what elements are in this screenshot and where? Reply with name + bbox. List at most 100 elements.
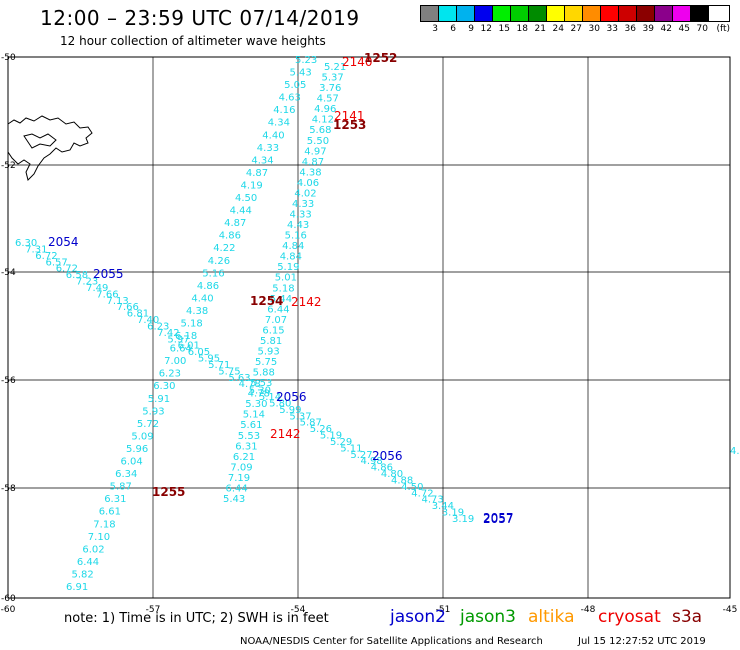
track-c-value: 4.72: [411, 488, 433, 499]
track-b-value: 4.06: [297, 178, 319, 189]
track-a-value: 5.16: [202, 268, 224, 279]
track-b-value: 5.16: [285, 231, 307, 242]
track-c-value: 5.87: [300, 418, 322, 429]
legend-labels: 3 6 9 12 15 18 21 24 27 30 33 36 39 42 45 70 (ft): [420, 24, 730, 34]
track-b-value: 4.02: [294, 188, 316, 199]
generation-timestamp: Jul 15 12:27:52 UTC 2019: [578, 636, 706, 647]
track-a-value: 5.93: [142, 406, 164, 417]
pass-time-label: 2054: [48, 235, 79, 249]
legend-swatch: [493, 6, 511, 21]
track-b-value: 4.84: [282, 241, 304, 252]
lat-tick-label: -56: [1, 376, 16, 386]
legend-swatch: [529, 6, 547, 21]
legend-swatch: [475, 6, 493, 21]
track-b-value: 5.53: [238, 431, 260, 442]
track-a-value: 7.10: [88, 532, 110, 543]
legend-swatch: [457, 6, 475, 21]
track-a-value: 7.18: [93, 519, 115, 530]
track-a-value: 4.38: [186, 306, 208, 317]
legend-swatch: [691, 6, 709, 21]
track-a-value: 6.64: [170, 344, 192, 355]
track-c-value: 6.72: [56, 264, 78, 275]
legend-swatch: [439, 6, 457, 21]
track-c-value: 7.49: [86, 283, 108, 294]
track-a-value: 4.87: [246, 168, 268, 179]
lat-tick-label: -60: [1, 594, 16, 604]
legend-swatch: [583, 6, 601, 21]
track-c-value: 4.78: [239, 379, 261, 390]
track-b-value: 7.07: [265, 315, 287, 326]
pass-time-label: 2055: [93, 267, 124, 281]
legend-unit: (ft): [716, 24, 730, 34]
track-b-value: 4.84: [280, 252, 302, 263]
track-a-value: 4.86: [197, 281, 219, 292]
satellite-label-cryosat: cryosat: [598, 607, 661, 627]
track-b-value: 4.38: [299, 167, 321, 178]
track-c-value: 5.99: [279, 405, 301, 416]
legend-swatch: [547, 6, 565, 21]
track-c-value: 5.14: [259, 392, 281, 403]
track-c-value: 4.80: [381, 469, 403, 480]
track-c-value: 6.57: [46, 257, 68, 268]
pass-time-label: 1253: [333, 118, 366, 132]
track-a-value: 6.31: [104, 494, 126, 505]
track-a-value: 5.18: [181, 319, 203, 330]
track-c-value: 7.23: [76, 277, 98, 288]
track-a-value: 4.50: [235, 193, 257, 204]
track-b-value: 6.44: [267, 304, 289, 315]
track-c-value: 7.42: [157, 328, 179, 339]
track-a-value: 5.05: [284, 80, 306, 91]
track-c-value: 5.29: [330, 437, 352, 448]
track-a-value: 4.33: [257, 143, 279, 154]
legend-swatch: [601, 6, 619, 21]
track-a-value: 4.44: [230, 206, 252, 217]
track-b-value: 6.31: [235, 441, 257, 452]
legend-swatch: [421, 6, 439, 21]
track-b-value: 5.50: [307, 136, 329, 147]
legend-label: 30: [588, 24, 600, 34]
lon-tick-label: -54: [291, 605, 306, 615]
track-b-value: 5.53: [250, 378, 272, 389]
track-a-value: 4.22: [213, 243, 235, 254]
legend-label: 45: [678, 24, 690, 34]
track-b-value: 5.30: [245, 399, 267, 410]
track-a-value: 6.18: [175, 331, 197, 342]
legend-swatch: [511, 6, 529, 21]
track-b-value: 5.43: [223, 494, 245, 505]
lon-tick-label: -60: [1, 605, 16, 615]
track-c-value: 4.98: [361, 456, 383, 467]
track-a-value: 5.09: [131, 431, 153, 442]
pass-time-label: 1252: [364, 51, 397, 65]
track-c-value: 5.27: [350, 450, 372, 461]
pass-time-label: 2142: [291, 295, 322, 309]
legend-label: 42: [660, 24, 672, 34]
satellite-label-altika: altika: [528, 607, 575, 627]
track-c-value: 7.31: [25, 244, 47, 255]
legend-label: 24: [552, 24, 564, 34]
track-b-value: 7.19: [228, 473, 250, 484]
wave-height-values: 6.915.826.446.027.107.186.616.315.876.34…: [15, 55, 740, 593]
track-b-value: 5.81: [260, 336, 282, 347]
track-c-value: 4.73: [422, 495, 444, 506]
track-c-value: 6.30: [15, 238, 37, 249]
track-c-value: 5.63: [228, 373, 250, 384]
track-b-value: 4.33: [292, 199, 314, 210]
legend-label: 6: [450, 24, 456, 34]
track-a-value: 6.23: [159, 369, 181, 380]
legend-swatch: [673, 6, 691, 21]
pass-time-label: 2056: [372, 449, 403, 463]
track-c-value: 5.26: [310, 424, 332, 435]
track-a-value: 4.34: [268, 118, 290, 129]
track-b-value: 6.21: [233, 452, 255, 463]
track-a-value: 6.44: [77, 557, 99, 568]
track-b-value: 5.14: [243, 410, 265, 421]
track-c-value: 5.97: [167, 334, 189, 345]
track-b-value: 5.37: [322, 73, 344, 84]
track-c-value: 5.71: [208, 360, 230, 371]
track-c-value: 6.01: [178, 341, 200, 352]
legend-label: 70: [696, 24, 708, 34]
track-b-value: 4.12: [312, 115, 334, 126]
track-a-value: 5.72: [137, 419, 159, 430]
